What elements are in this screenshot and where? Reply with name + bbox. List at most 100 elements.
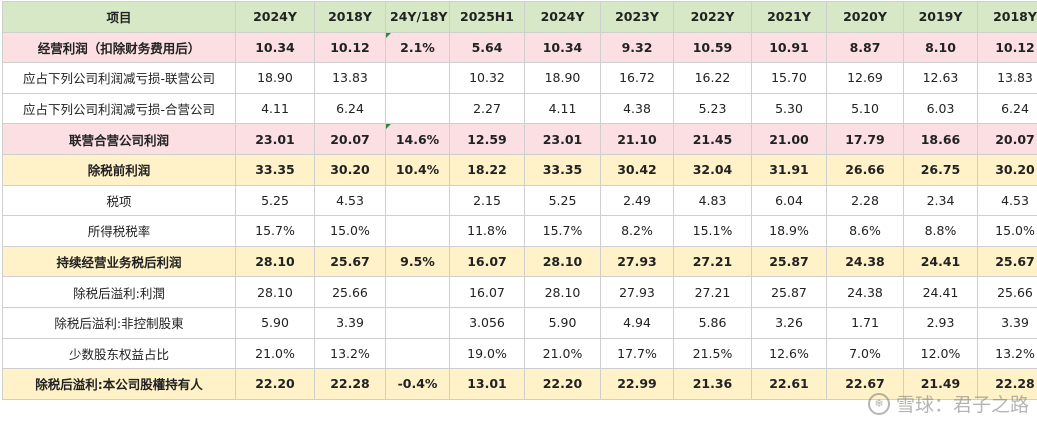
table-row: 除税后溢利:非控制股東 5.90 3.39 3.056 5.90 4.94 5.86 3.26…: [2, 306, 1037, 339]
table-body: 经营利润（扣除财务费用后） 10.34 10.12 2.1% 5.64 10.34 9.32…: [2, 31, 1037, 400]
table-cell: 24.41: [903, 276, 978, 308]
table-cell: 18.90: [524, 62, 601, 94]
table-cell: 15.7%: [235, 215, 315, 247]
table-cell: 15.1%: [673, 215, 752, 247]
table-cell: 26.75: [903, 153, 978, 186]
table-cell: 9.32: [600, 31, 674, 64]
column-header: 2024Y: [235, 1, 315, 33]
table-cell: [385, 337, 450, 370]
table-cell: 26.66: [826, 153, 904, 186]
table-cell: 25.66: [314, 276, 386, 308]
table-cell: 18.90: [235, 62, 315, 94]
table-cell: 10.59: [673, 31, 752, 64]
table-cell: 3.39: [977, 306, 1037, 339]
table-cell: 25.87: [751, 276, 827, 308]
table-cell: 14.6%: [385, 123, 450, 155]
table-cell: 25.87: [751, 245, 827, 278]
column-header: 2019Y: [903, 1, 978, 33]
table-cell: 12.6%: [751, 337, 827, 370]
table-cell: [385, 215, 450, 247]
table-cell: [385, 92, 450, 125]
table-cell: 3.056: [449, 306, 525, 339]
table-cell: 10.34: [235, 31, 315, 64]
table-cell: 15.70: [751, 62, 827, 94]
table-cell: 16.07: [449, 245, 525, 278]
table-cell: 13.2%: [314, 337, 386, 370]
table-cell: [385, 62, 450, 94]
table-cell: 30.42: [600, 153, 674, 186]
table-cell: 8.2%: [600, 215, 674, 247]
table-cell: 5.90: [524, 306, 601, 339]
table-cell: 4.53: [977, 184, 1037, 217]
column-header: 2023Y: [600, 1, 674, 33]
table-cell: 21.5%: [673, 337, 752, 370]
table-cell: 20.07: [314, 123, 386, 155]
row-label: 应占下列公司利润减亏损-联营公司: [2, 62, 236, 94]
table-cell: 6.04: [751, 184, 827, 217]
table-cell: 27.21: [673, 245, 752, 278]
table-cell: 4.11: [235, 92, 315, 125]
row-label: 除税后溢利:非控制股東: [2, 306, 236, 339]
table-cell: 5.64: [449, 31, 525, 64]
table-cell: 22.67: [826, 368, 904, 400]
table-cell: 10.4%: [385, 153, 450, 186]
table-cell: 8.8%: [903, 215, 978, 247]
table-cell: 21.10: [600, 123, 674, 155]
table-cell: 5.25: [524, 184, 601, 217]
table-cell: 2.28: [826, 184, 904, 217]
table-row: 联营合营公司利润 23.01 20.07 14.6% 12.59 23.01 21.10 21…: [2, 123, 1037, 155]
table-cell: 33.35: [524, 153, 601, 186]
table-cell: 12.0%: [903, 337, 978, 370]
table-cell: 4.38: [600, 92, 674, 125]
table-cell: 28.10: [235, 245, 315, 278]
table-cell: 22.28: [314, 368, 386, 400]
column-header: 2025H1: [449, 1, 525, 33]
table-row: 除税前利润 33.35 30.20 10.4% 18.22 33.35 30.42 32.04…: [2, 153, 1037, 186]
table-cell: 15.0%: [314, 215, 386, 247]
table-cell: 5.86: [673, 306, 752, 339]
table-cell: 25.67: [314, 245, 386, 278]
table-cell: 4.83: [673, 184, 752, 217]
table-cell: 24.38: [826, 276, 904, 308]
table-cell: 10.34: [524, 31, 601, 64]
table-cell: 18.22: [449, 153, 525, 186]
table-row: 少数股东权益占比 21.0% 13.2% 19.0% 21.0% 17.7% 21.5% 12…: [2, 337, 1037, 370]
table-cell: 22.28: [977, 368, 1037, 400]
column-header: 2018Y: [977, 1, 1037, 33]
table-cell: 8.10: [903, 31, 978, 64]
table-cell: 13.01: [449, 368, 525, 400]
column-header: 24Y/18Y: [385, 1, 450, 33]
table-cell: 2.93: [903, 306, 978, 339]
row-label: 除税后溢利:本公司股權持有人: [2, 368, 236, 400]
financial-table: 项目 2024Y 2018Y 24Y/18Y 2025H1 2024Y 2023Y 2022Y…: [2, 1, 1037, 400]
row-label: 除税前利润: [2, 153, 236, 186]
row-label: 经营利润（扣除财务费用后）: [2, 31, 236, 64]
row-label: 税项: [2, 184, 236, 217]
table-cell: 7.0%: [826, 337, 904, 370]
table-cell: 9.5%: [385, 245, 450, 278]
column-header: 2024Y: [524, 1, 601, 33]
table-cell: 27.21: [673, 276, 752, 308]
table-cell: 4.53: [314, 184, 386, 217]
table-cell: 6.24: [314, 92, 386, 125]
table-cell: 1.71: [826, 306, 904, 339]
table-cell: 13.83: [314, 62, 386, 94]
table-cell: 2.27: [449, 92, 525, 125]
table-cell: 27.93: [600, 276, 674, 308]
table-cell: 10.32: [449, 62, 525, 94]
table-row: 经营利润（扣除财务费用后） 10.34 10.12 2.1% 5.64 10.34 9.32…: [2, 31, 1037, 64]
table-cell: 21.45: [673, 123, 752, 155]
table-cell: 21.0%: [524, 337, 601, 370]
column-header: 2018Y: [314, 1, 386, 33]
table-cell: 21.00: [751, 123, 827, 155]
table-cell: 2.1%: [385, 31, 450, 64]
table-cell: 8.6%: [826, 215, 904, 247]
row-label: 持续经营业务税后利润: [2, 245, 236, 278]
table-cell: 3.26: [751, 306, 827, 339]
row-label: 少数股东权益占比: [2, 337, 236, 370]
table-cell: 5.25: [235, 184, 315, 217]
table-cell: 22.20: [524, 368, 601, 400]
table-cell: 21.0%: [235, 337, 315, 370]
table-cell: [385, 184, 450, 217]
